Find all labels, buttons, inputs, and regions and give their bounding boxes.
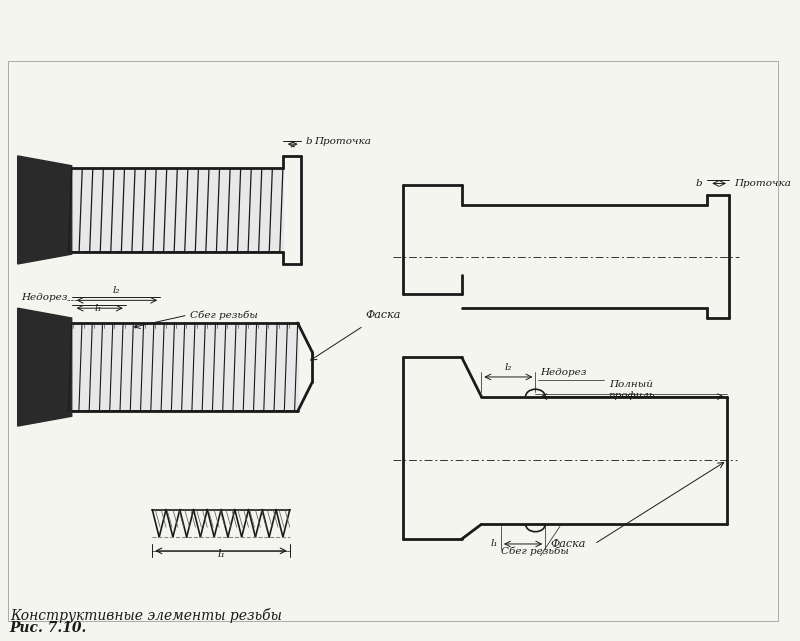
Polygon shape [18, 156, 72, 264]
Text: Сбег резьбы: Сбег резьбы [190, 310, 258, 320]
Polygon shape [72, 323, 298, 412]
Text: l₂: l₂ [505, 363, 512, 372]
Text: b: b [306, 137, 312, 146]
Bar [8, 61, 778, 620]
Text: Фаска: Фаска [550, 539, 586, 549]
Polygon shape [72, 168, 283, 252]
Polygon shape [18, 308, 72, 426]
Text: Проточка: Проточка [314, 137, 371, 146]
Text: l₁: l₁ [95, 304, 102, 313]
Text: Проточка: Проточка [734, 179, 790, 188]
Text: Фаска: Фаска [366, 310, 401, 320]
Text: Недорез: Недорез [22, 294, 68, 303]
Text: Полный
профиль: Полный профиль [608, 380, 654, 399]
Text: l₁: l₁ [217, 549, 225, 559]
Text: l₁: l₁ [490, 540, 498, 549]
Text: Конструктивные элементы резьбы: Конструктивные элементы резьбы [10, 608, 282, 623]
Text: Сбег резьбы: Сбег резьбы [501, 546, 569, 556]
Text: b: b [696, 179, 702, 188]
Text: Рис. 7.10.: Рис. 7.10. [10, 620, 87, 635]
Text: Недорез: Недорез [540, 368, 586, 377]
Text: l₂: l₂ [112, 287, 120, 296]
